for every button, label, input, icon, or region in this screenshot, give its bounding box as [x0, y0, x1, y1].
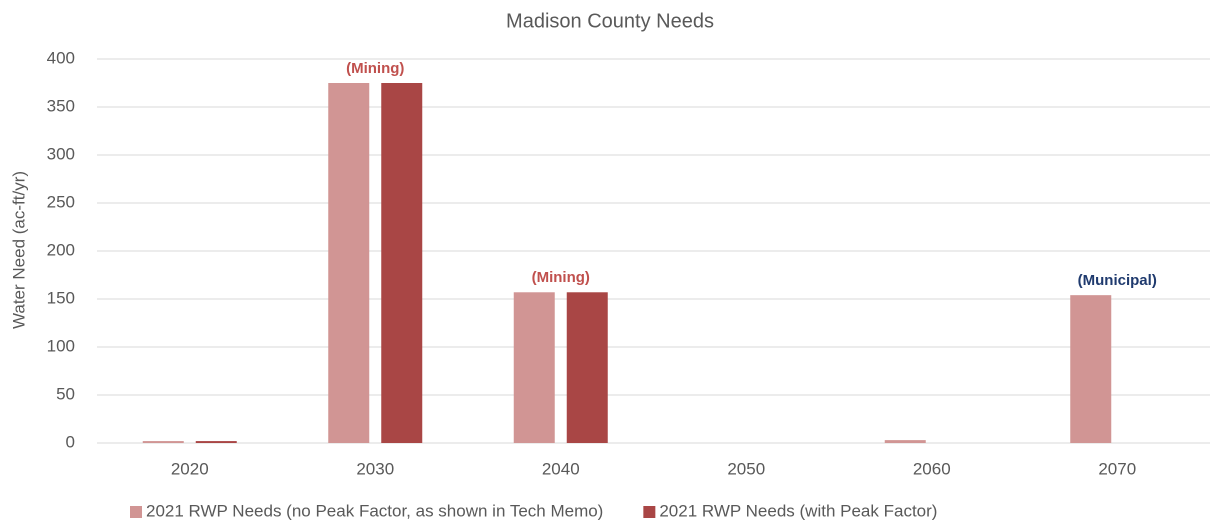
legend-label: 2021 RWP Needs (no Peak Factor, as shown…: [146, 501, 603, 520]
legend-swatch: [130, 506, 142, 518]
x-tick-label: 2070: [1098, 459, 1136, 478]
bar: [513, 292, 555, 443]
y-tick-label: 400: [47, 48, 75, 67]
y-tick-label: 350: [47, 96, 75, 115]
y-tick-label: 150: [47, 288, 75, 307]
y-tick-label: 50: [56, 384, 75, 403]
x-tick-label: 2060: [913, 459, 951, 478]
bar: [884, 440, 926, 443]
annotation: (Mining): [346, 60, 404, 77]
bar: [566, 292, 608, 443]
x-tick-label: 2040: [542, 459, 580, 478]
y-tick-label: 0: [66, 432, 75, 451]
bar: [1070, 295, 1112, 443]
y-axis-label: Water Need (ac-ft/yr): [9, 171, 28, 329]
x-tick-label: 2030: [356, 459, 394, 478]
chart-title: Madison County Needs: [506, 10, 714, 32]
x-tick-label: 2020: [171, 459, 209, 478]
y-tick-label: 250: [47, 192, 75, 211]
legend-swatch: [643, 506, 656, 518]
bar: [328, 83, 370, 443]
bar: [195, 441, 237, 443]
x-tick-label: 2050: [727, 459, 765, 478]
annotation: (Mining): [532, 269, 590, 286]
annotation: (Municipal): [1078, 272, 1157, 289]
y-tick-label: 100: [47, 336, 75, 355]
bar: [142, 441, 184, 443]
bar: [381, 83, 423, 443]
y-tick-label: 200: [47, 240, 75, 259]
legend-label: 2021 RWP Needs (with Peak Factor): [659, 501, 937, 520]
y-tick-label: 300: [47, 144, 75, 163]
